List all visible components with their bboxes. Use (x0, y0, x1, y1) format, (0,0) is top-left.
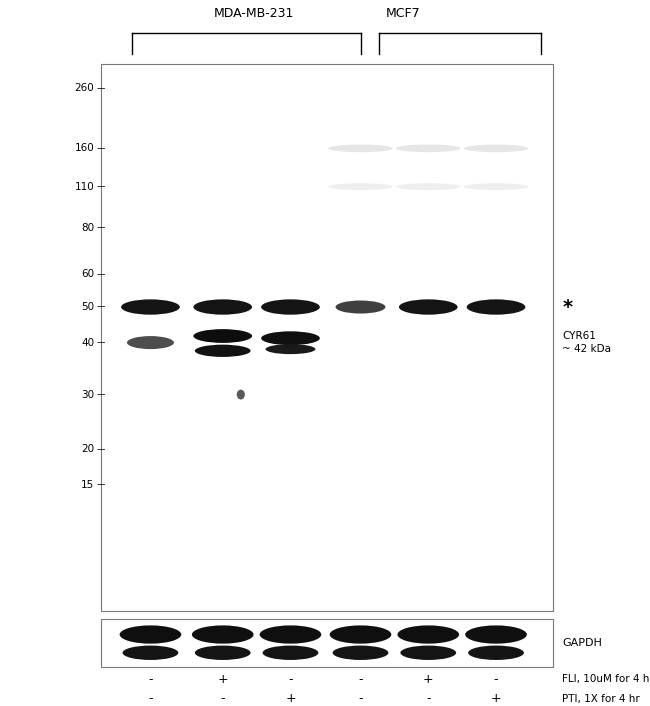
Ellipse shape (400, 645, 456, 660)
Ellipse shape (335, 301, 385, 313)
Text: -: - (358, 673, 363, 686)
Text: —: — (96, 390, 105, 399)
Text: +: + (491, 693, 501, 705)
Text: 80: 80 (81, 222, 94, 233)
Text: 50: 50 (81, 302, 94, 312)
Text: 160: 160 (75, 143, 94, 153)
Text: 40: 40 (81, 337, 94, 347)
Ellipse shape (195, 345, 251, 357)
Ellipse shape (237, 390, 245, 400)
Ellipse shape (266, 344, 315, 354)
Ellipse shape (192, 626, 254, 644)
Ellipse shape (120, 626, 181, 644)
Ellipse shape (259, 626, 321, 644)
Text: +: + (423, 673, 434, 686)
Ellipse shape (396, 183, 461, 190)
Text: -: - (148, 693, 153, 705)
Text: PTI, 1X for 4 hr: PTI, 1X for 4 hr (562, 694, 640, 704)
Text: -: - (494, 673, 499, 686)
Text: -: - (148, 673, 153, 686)
Ellipse shape (261, 299, 320, 315)
Text: FLI, 10uM for 4 hr: FLI, 10uM for 4 hr (562, 674, 650, 684)
Text: +: + (285, 693, 296, 705)
Text: MCF7: MCF7 (386, 7, 421, 20)
Text: —: — (96, 445, 105, 454)
Text: MDA-MB-231: MDA-MB-231 (214, 7, 294, 20)
Ellipse shape (261, 331, 320, 345)
Text: CYR61
~ 42 kDa: CYR61 ~ 42 kDa (562, 331, 611, 354)
Text: *: * (562, 297, 573, 316)
Ellipse shape (195, 645, 251, 660)
Text: —: — (96, 182, 105, 191)
Ellipse shape (328, 145, 393, 152)
Ellipse shape (123, 645, 178, 660)
Text: 260: 260 (75, 83, 94, 93)
Ellipse shape (193, 299, 252, 315)
Ellipse shape (399, 299, 458, 315)
Text: 15: 15 (81, 480, 94, 490)
Ellipse shape (333, 645, 389, 660)
Text: -: - (358, 693, 363, 705)
Text: 110: 110 (75, 181, 94, 191)
Text: -: - (426, 693, 430, 705)
Ellipse shape (193, 329, 252, 343)
Text: —: — (96, 303, 105, 311)
Text: GAPDH: GAPDH (562, 638, 602, 648)
Ellipse shape (465, 626, 527, 644)
Text: +: + (217, 673, 228, 686)
Ellipse shape (127, 336, 174, 349)
Ellipse shape (468, 645, 524, 660)
Text: —: — (96, 144, 105, 152)
Text: —: — (96, 84, 105, 92)
Ellipse shape (263, 645, 318, 660)
Text: —: — (96, 338, 105, 347)
Text: —: — (96, 480, 105, 489)
Ellipse shape (396, 145, 461, 152)
Text: 20: 20 (81, 444, 94, 454)
Ellipse shape (121, 299, 180, 315)
Ellipse shape (463, 145, 528, 152)
Ellipse shape (330, 626, 391, 644)
Text: 60: 60 (81, 269, 94, 279)
Text: -: - (220, 693, 225, 705)
Text: -: - (288, 673, 292, 686)
Ellipse shape (467, 299, 525, 315)
Text: 30: 30 (81, 390, 94, 400)
Ellipse shape (328, 183, 393, 190)
Ellipse shape (463, 183, 528, 190)
Text: —: — (96, 270, 105, 279)
Text: —: — (96, 223, 105, 232)
Ellipse shape (397, 626, 459, 644)
